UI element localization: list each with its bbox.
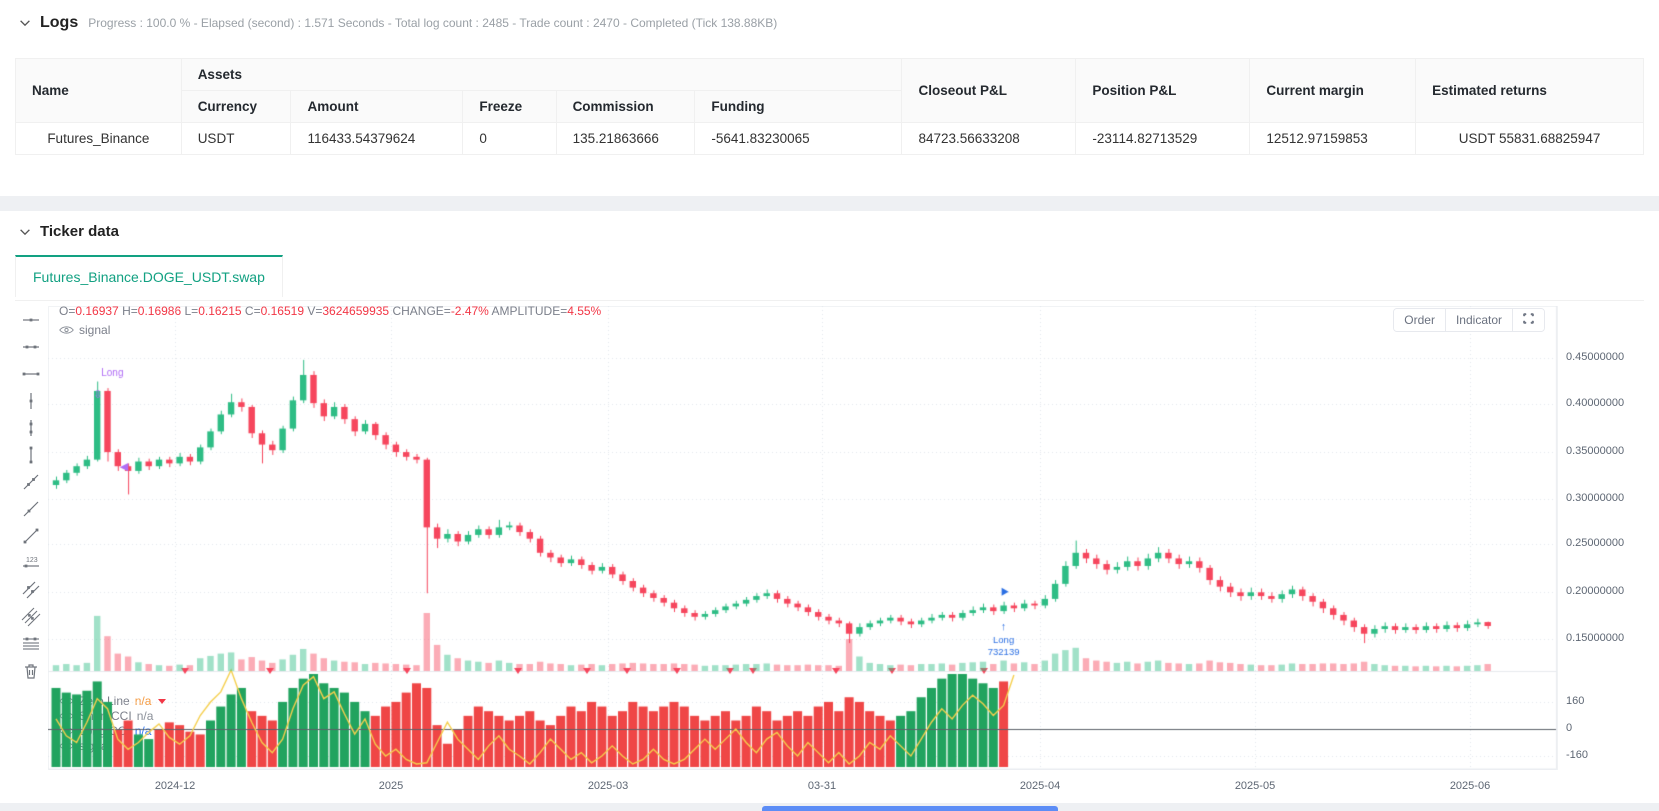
time-axis-label: 2025 xyxy=(378,780,404,792)
price-line-icon[interactable]: 123 xyxy=(20,553,42,573)
fullscreen-icon xyxy=(1523,313,1534,324)
table-row: Futures_Binance USDT 116433.54379624 0 1… xyxy=(15,122,1644,155)
indicator-button[interactable]: Indicator xyxy=(1445,309,1513,331)
vertical-ray-icon[interactable] xyxy=(20,418,42,438)
cell-amount: 116433.54379624 xyxy=(290,122,464,155)
cci-axis-label: -160 xyxy=(1566,749,1589,761)
time-axis-label: 2025-05 xyxy=(1234,780,1276,792)
trend-line-icon[interactable] xyxy=(20,472,42,492)
ray-line-icon[interactable] xyxy=(20,499,42,519)
cci-axis-label: 160 xyxy=(1566,695,1585,707)
cell-currency: USDT xyxy=(180,122,292,155)
cell-current-margin: 12512.97159853 xyxy=(1249,122,1417,155)
cell-estimated-returns: USDT 55831.68825947 xyxy=(1415,122,1644,155)
time-axis-label: 2024-12 xyxy=(154,780,196,792)
ticker-data-title: Ticker data xyxy=(40,223,119,240)
time-axis-label: 2025-06 xyxy=(1449,780,1491,792)
cell-closeout-pnl: 84723.56633208 xyxy=(901,122,1077,155)
price-axis-label: 0.30000000 xyxy=(1566,492,1625,504)
cell-position-pnl: -23114.82713529 xyxy=(1075,122,1251,155)
col-header-position-pnl: Position P&L xyxy=(1075,58,1251,123)
col-header-commission: Commission xyxy=(555,90,696,123)
candlestick-chart-canvas[interactable] xyxy=(48,306,1558,770)
ticker-data-panel: Ticker data Futures_Binance.DOGE_USDT.sw… xyxy=(0,211,1659,803)
vertical-line-icon[interactable] xyxy=(20,391,42,411)
price-axis-label: 0.45000000 xyxy=(1566,351,1625,363)
col-header-assets: Assets xyxy=(180,58,903,91)
collapse-chevron-icon[interactable] xyxy=(18,16,32,30)
cell-funding: -5641.83230065 xyxy=(694,122,903,155)
cell-commission: 135.21863666 xyxy=(555,122,696,155)
time-axis-label: 2025-04 xyxy=(1019,780,1061,792)
tab-futures-binance-doge-usdt-swap[interactable]: Futures_Binance.DOGE_USDT.swap xyxy=(15,255,283,297)
horizontal-ray-icon[interactable] xyxy=(20,337,42,357)
cell-freeze: 0 xyxy=(462,122,557,155)
price-axis-label: 0.20000000 xyxy=(1566,585,1625,597)
col-header-current-margin: Current margin xyxy=(1249,58,1417,123)
collapse-chevron-icon[interactable] xyxy=(18,225,32,239)
time-axis-label: 03-31 xyxy=(807,780,837,792)
logs-title: Logs xyxy=(40,14,79,31)
col-header-name: Name xyxy=(15,58,182,123)
chart-region: 123 O=0.16937 H=0.16986 L=0.16215 C=0.16… xyxy=(15,304,1644,802)
col-header-funding: Funding xyxy=(694,90,903,123)
price-axis-label: 0.25000000 xyxy=(1566,537,1625,549)
price-axis-label: 0.15000000 xyxy=(1566,632,1625,644)
drawing-toolbar: 123 xyxy=(17,310,45,681)
col-header-freeze: Freeze xyxy=(462,90,557,123)
fullscreen-button[interactable] xyxy=(1513,309,1544,331)
svg-text:123: 123 xyxy=(26,557,38,564)
col-header-amount: Amount xyxy=(290,90,464,123)
col-header-closeout-pnl: Closeout P&L xyxy=(901,58,1077,123)
col-header-currency: Currency xyxy=(180,90,292,123)
cci-axis-label: 0 xyxy=(1566,722,1573,734)
chart-button-group: Order Indicator xyxy=(1393,308,1545,332)
fibonacci-lines-icon[interactable] xyxy=(20,634,42,654)
vertical-segment-icon[interactable] xyxy=(20,445,42,465)
scrollbar-thumb[interactable] xyxy=(762,806,1058,811)
price-axis-label: 0.40000000 xyxy=(1566,397,1625,409)
time-axis: 2024-12 2025 2025-03 03-31 2025-04 2025-… xyxy=(48,776,1558,796)
horizontal-segment-icon[interactable] xyxy=(20,364,42,384)
ticker-tabbar: Futures_Binance.DOGE_USDT.swap xyxy=(15,255,1644,301)
account-table: Name Assets Closeout P&L Position P&L Cu… xyxy=(15,58,1644,155)
segment-line-icon[interactable] xyxy=(20,526,42,546)
cell-name: Futures_Binance xyxy=(15,122,182,155)
horizontal-line-icon[interactable] xyxy=(20,310,42,330)
order-button[interactable]: Order xyxy=(1394,309,1446,331)
col-header-estimated-returns: Estimated returns xyxy=(1415,58,1644,123)
parallel-lines-icon[interactable] xyxy=(20,580,42,600)
logs-summary: Progress : 100.0 % - Elapsed (second) : … xyxy=(88,16,778,30)
price-axis-label: 0.35000000 xyxy=(1566,445,1625,457)
table-header-row-2: Currency Amount Freeze Commission Fundin… xyxy=(16,90,1644,123)
logs-panel: Logs Progress : 100.0 % - Elapsed (secon… xyxy=(0,0,1659,196)
trash-icon[interactable] xyxy=(20,661,42,681)
time-axis-label: 2025-03 xyxy=(587,780,629,792)
price-channel-icon[interactable] xyxy=(20,607,42,627)
table-header-row-1: Name Assets Closeout P&L Position P&L Cu… xyxy=(15,58,1644,123)
